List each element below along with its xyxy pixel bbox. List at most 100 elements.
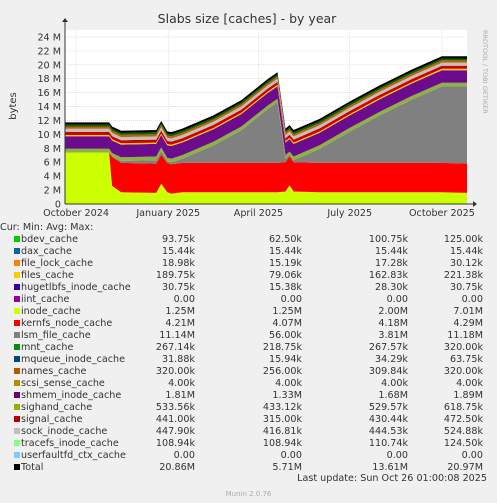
legend-header-min: Min: xyxy=(22,222,44,233)
area-files-cache xyxy=(65,68,467,146)
legend-max-value: 7.01M xyxy=(453,306,483,317)
y-axis-label: bytes xyxy=(8,92,19,120)
x-axis-arrow-icon xyxy=(473,201,477,207)
legend-row: file_lock_cache 18.98k 15.19k 17.28k 30.12k xyxy=(0,258,497,270)
area-other-caches xyxy=(65,56,467,135)
chart-title: Slabs size [caches] - by year xyxy=(158,11,337,26)
legend-swatch xyxy=(14,416,20,422)
legend-series-name: files_cache xyxy=(21,270,74,281)
area-signal-cache xyxy=(65,65,467,145)
legend-min-value: 256.00k xyxy=(262,366,302,377)
legend-row: bdev_cache 93.75k 62.50k 100.75k 125.00k xyxy=(0,234,497,246)
legend-avg-value: 0.00 xyxy=(386,450,408,461)
legend-cur-value: 15.44k xyxy=(161,246,195,257)
y-axis-arrow-icon xyxy=(62,18,68,22)
legend-series-name: names_cache xyxy=(21,366,87,377)
legend-min-value: 4.07M xyxy=(272,318,302,329)
legend-series-name: signal_cache xyxy=(21,414,83,425)
legend-row: scsi_sense_cache 4.00k 4.00k 4.00k 4.00k xyxy=(0,378,497,390)
legend-max-value: 30.75k xyxy=(449,282,483,293)
legend-series-name: mnt_cache xyxy=(21,342,74,353)
y-tick-label: 16 M xyxy=(37,88,61,99)
area-mnt-cache xyxy=(65,58,467,137)
legend-min-value: 5.71M xyxy=(272,462,302,473)
legend-max-value: 472.50k xyxy=(443,414,483,425)
legend-row: lsm_file_cache 11.14M 56.00k 3.81M 11.18M xyxy=(0,330,497,342)
legend-avg-value: 110.74k xyxy=(368,438,408,449)
rrdtool-credit: RRDTOOL / TOBI OETIKER xyxy=(481,30,489,114)
x-tick-label: October 2024 xyxy=(43,208,109,219)
legend-max-value: 221.38k xyxy=(443,270,483,281)
legend-cur-value: 4.21M xyxy=(165,318,195,329)
legend-row: Total 20.86M 5.71M 13.61M 20.97M xyxy=(0,462,497,474)
legend-row: inode_cache 1.25M 1.25M 2.00M 7.01M xyxy=(0,306,497,318)
legend-min-value: 315.00k xyxy=(262,414,302,425)
legend-min-value: 433.12k xyxy=(262,402,302,413)
legend-swatch xyxy=(14,332,20,338)
legend-avg-value: 34.29k xyxy=(374,354,408,365)
legend-cur-value: 108.94k xyxy=(155,438,195,449)
y-tick-label: 12 M xyxy=(37,116,61,127)
legend-row: kernfs_node_cache 4.21M 4.07M 4.18M 4.29M xyxy=(0,318,497,330)
legend-series-name: tracefs_inode_cache xyxy=(21,438,119,449)
legend: Cur: Min: Avg: Max: bdev_cache 93.75k 62.5… xyxy=(0,222,497,474)
legend-min-value: 4.00k xyxy=(275,378,302,389)
legend-max-value: 124.50k xyxy=(443,438,483,449)
y-tick-label: 0 xyxy=(55,200,61,211)
legend-swatch xyxy=(14,452,20,458)
legend-series-name: Total xyxy=(21,462,44,473)
legend-cur-value: 189.75k xyxy=(155,270,195,281)
legend-avg-value: 4.00k xyxy=(381,378,408,389)
area-shmem-inode-cache xyxy=(65,70,467,159)
legend-swatch xyxy=(14,236,20,242)
legend-swatch xyxy=(14,464,20,470)
legend-cur-value: 31.88k xyxy=(161,354,195,365)
area-lsm-file-cache xyxy=(65,86,467,165)
legend-series-name: iint_cache xyxy=(21,294,70,305)
legend-avg-value: 2.00M xyxy=(378,306,408,317)
legend-swatch xyxy=(14,368,20,374)
legend-cur-value: 0.00 xyxy=(173,294,195,305)
legend-avg-value: 162.83k xyxy=(368,270,408,281)
legend-swatch xyxy=(14,428,20,434)
y-ticks: 0 2 M 4 M 6 M 8 M 10 M 12 M 14 M 16 M 18 M 20 M 22 … xyxy=(37,32,61,210)
legend-cur-value: 441.00k xyxy=(155,414,195,425)
legend-cur-value: 30.75k xyxy=(161,282,195,293)
legend-series-name: sighand_cache xyxy=(21,402,93,413)
y-tick-label: 4 M xyxy=(44,172,61,183)
chart: Slabs size [caches] - by year bytes RRDT… xyxy=(0,0,497,222)
legend-max-value: 4.29M xyxy=(453,318,483,329)
legend-series-name: mqueue_inode_cache xyxy=(21,354,126,365)
legend-min-value: 15.19k xyxy=(268,258,302,269)
legend-max-value: 4.00k xyxy=(456,378,483,389)
legend-cur-value: 1.81M xyxy=(165,390,195,401)
legend-avg-value: 100.75k xyxy=(368,234,408,245)
area-sighand-cache xyxy=(65,82,467,163)
legend-row: userfaultfd_ctx_cache 0.00 0.00 0.00 0.00 xyxy=(0,450,497,462)
legend-series-name: shmem_inode_cache xyxy=(21,390,122,401)
axes xyxy=(62,18,477,207)
legend-min-value: 1.33M xyxy=(272,390,302,401)
legend-series-name: bdev_cache xyxy=(21,234,78,245)
legend-max-value: 320.00k xyxy=(443,366,483,377)
legend-cur-value: 447.90k xyxy=(155,426,195,437)
legend-swatch xyxy=(14,344,20,350)
legend-max-value: 15.44k xyxy=(449,246,483,257)
legend-series-name: file_lock_cache xyxy=(21,258,93,269)
legend-min-value: 0.00 xyxy=(280,294,302,305)
legend-cur-value: 320.00k xyxy=(155,366,195,377)
legend-min-value: 15.44k xyxy=(268,246,302,257)
legend-row: mnt_cache 267.14k 218.75k 267.57k 320.00k xyxy=(0,342,497,354)
legend-row: shmem_inode_cache 1.81M 1.33M 1.68M 1.89M xyxy=(0,390,497,402)
legend-swatch xyxy=(14,404,20,410)
legend-avg-value: 4.18M xyxy=(378,318,408,329)
y-tick-label: 20 M xyxy=(37,60,61,71)
legend-row: files_cache 189.75k 79.06k 162.83k 221.38k xyxy=(0,270,497,282)
legend-row: tracefs_inode_cache 108.94k 108.94k 110.74k… xyxy=(0,438,497,450)
legend-row: hugetlbfs_inode_cache 30.75k 15.38k 28.30k 3… xyxy=(0,282,497,294)
legend-cur-value: 1.25M xyxy=(165,306,195,317)
legend-avg-value: 13.61M xyxy=(372,462,408,473)
legend-row: signal_cache 441.00k 315.00k 430.44k 472.50k xyxy=(0,414,497,426)
area-inode-cache xyxy=(65,152,467,204)
legend-cur-value: 18.98k xyxy=(161,258,195,269)
